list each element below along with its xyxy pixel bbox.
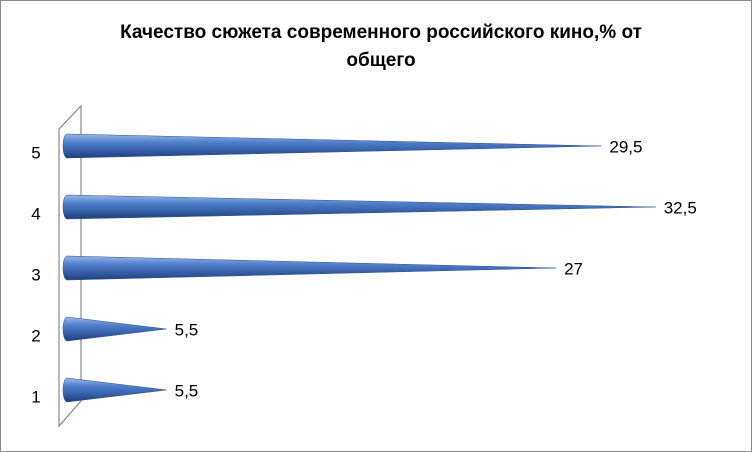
y-tick-label: 1 bbox=[31, 387, 40, 406]
data-label: 5,5 bbox=[175, 320, 199, 339]
y-tick-label: 4 bbox=[31, 204, 40, 223]
cone-bar bbox=[62, 133, 602, 159]
cone-bar bbox=[62, 377, 167, 403]
back-wall bbox=[58, 104, 82, 428]
chart-title: Качество сюжета современного российского… bbox=[120, 22, 642, 71]
data-label: 27 bbox=[564, 259, 583, 278]
data-label: 32,5 bbox=[664, 198, 697, 217]
y-tick-label: 5 bbox=[31, 143, 40, 162]
y-tick-label: 3 bbox=[31, 265, 40, 284]
cone-bar bbox=[62, 255, 557, 281]
data-label: 29,5 bbox=[609, 137, 642, 156]
cone-bar bbox=[62, 316, 167, 342]
cone-bar bbox=[62, 194, 656, 220]
data-label: 5,5 bbox=[175, 381, 199, 400]
y-tick-label: 2 bbox=[31, 326, 40, 345]
